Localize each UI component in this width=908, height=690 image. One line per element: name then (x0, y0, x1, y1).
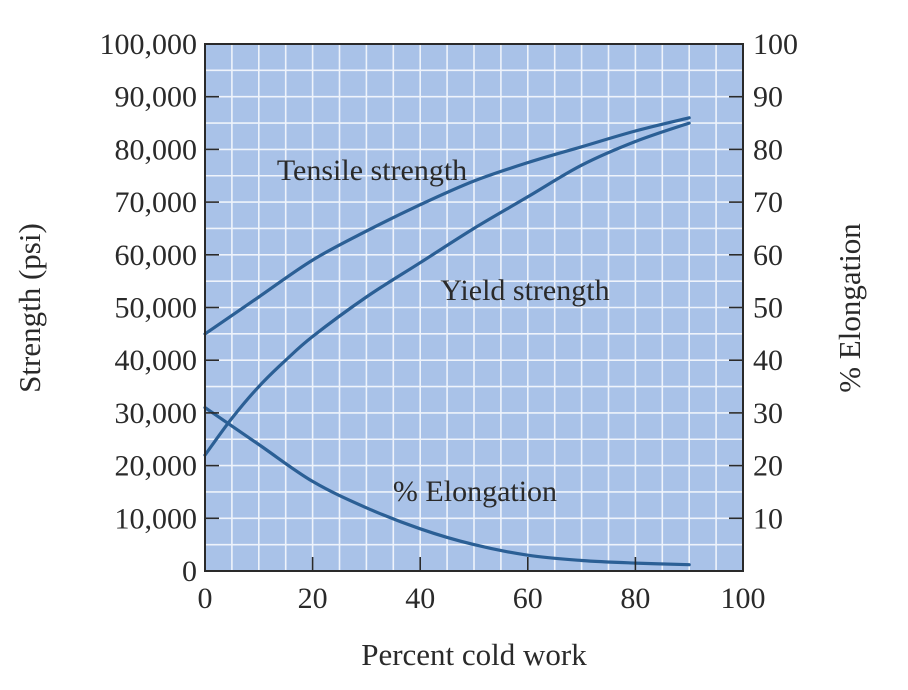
left-tick-label: 40,000 (115, 344, 198, 377)
x-tick-label: 60 (513, 582, 543, 615)
left-tick-label: 10,000 (115, 502, 198, 535)
left-tick-label: 70,000 (115, 186, 198, 219)
left-tick-label: 50,000 (115, 292, 198, 325)
right-axis-tick-labels: 10 20 30 40 50 60 70 80 90 100 (753, 28, 798, 535)
right-tick-label: 30 (753, 397, 783, 430)
x-tick-label: 80 (620, 582, 650, 615)
elongation-label: % Elongation (393, 475, 557, 508)
left-tick-label: 60,000 (115, 239, 198, 272)
tensile-strength-label: Tensile strength (277, 154, 467, 187)
x-axis-tick-labels: 0 20 40 60 80 100 (198, 582, 766, 615)
elongation-line (203, 406, 691, 567)
left-tick-label: 0 (182, 555, 197, 588)
left-tick-label: 30,000 (115, 397, 198, 430)
right-tick-label: 20 (753, 450, 783, 483)
right-axis-title: % Elongation (832, 223, 867, 393)
right-tick-label: 50 (753, 292, 783, 325)
grid-lines (205, 44, 743, 571)
right-tick-label: 70 (753, 186, 783, 219)
tensile-strength-line (203, 116, 691, 336)
x-tick-label: 100 (721, 582, 766, 615)
x-tick-label: 40 (405, 582, 435, 615)
right-tick-label: 80 (753, 133, 783, 166)
yield-strength-label: Yield strength (440, 274, 609, 307)
left-tick-label: 80,000 (115, 133, 198, 166)
x-tick-label: 0 (198, 582, 213, 615)
left-tick-label: 100,000 (100, 28, 198, 61)
left-axis-title: Strength (psi) (12, 223, 47, 393)
series-layer (203, 116, 691, 567)
right-tick-label: 60 (753, 239, 783, 272)
right-tick-label: 90 (753, 81, 783, 114)
left-tick-label: 20,000 (115, 450, 198, 483)
right-tick-label: 40 (753, 344, 783, 377)
yield-strength-line (203, 121, 691, 457)
right-tick-label: 10 (753, 502, 783, 535)
left-tick-label: 90,000 (115, 81, 198, 114)
curve-labels: Tensile strength Yield strength % Elongati… (277, 154, 610, 508)
x-axis-title: Percent cold work (361, 637, 587, 672)
x-tick-label: 20 (298, 582, 328, 615)
tick-marks (204, 43, 744, 572)
right-tick-label: 100 (753, 28, 798, 61)
left-axis-tick-labels: 0 10,000 20,000 30,000 40,000 50,000 60,000 70,… (100, 28, 198, 588)
